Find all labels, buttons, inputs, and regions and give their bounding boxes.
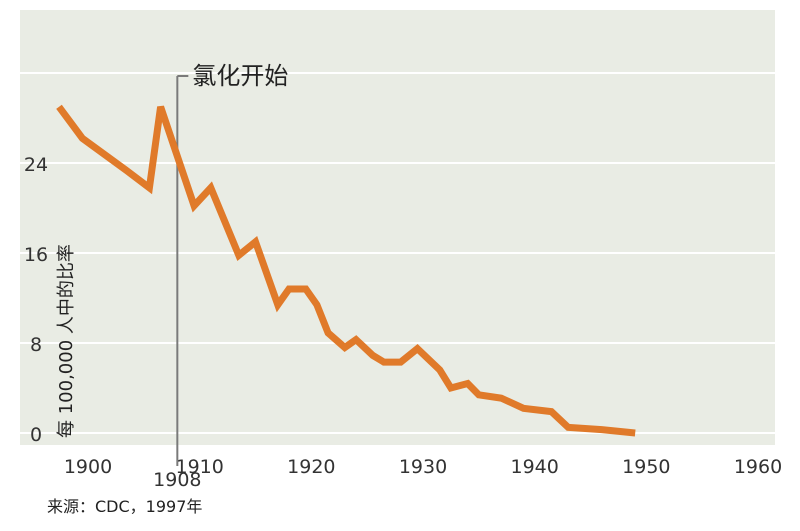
x-tick-label: 1940 — [510, 456, 558, 478]
x-tick-label: 1950 — [622, 456, 670, 478]
x-tick-label: 1910 — [175, 456, 223, 478]
x-tick-label: 1908 — [153, 469, 201, 491]
chlorination-start-label: 氯化开始 — [192, 62, 288, 90]
grid-lines — [20, 72, 775, 434]
y-tick-label: 24 — [24, 154, 48, 176]
plot-background — [20, 10, 775, 445]
y-tick-label: 16 — [24, 244, 48, 266]
y-tick-label: 0 — [30, 424, 42, 446]
y-tick-labels: 0 8 16 24 — [24, 154, 48, 446]
x-tick-label: 1960 — [734, 456, 782, 478]
y-axis-label: 每 100,000 人中的比率 — [56, 244, 77, 438]
x-tick-label: 1930 — [399, 456, 447, 478]
series-line — [56, 104, 636, 437]
x-tick-label: 1900 — [64, 456, 112, 478]
x-tick-label: 1920 — [287, 456, 335, 478]
source-note: 来源：CDC，1997年 — [47, 497, 202, 516]
y-tick-label: 8 — [30, 334, 42, 356]
